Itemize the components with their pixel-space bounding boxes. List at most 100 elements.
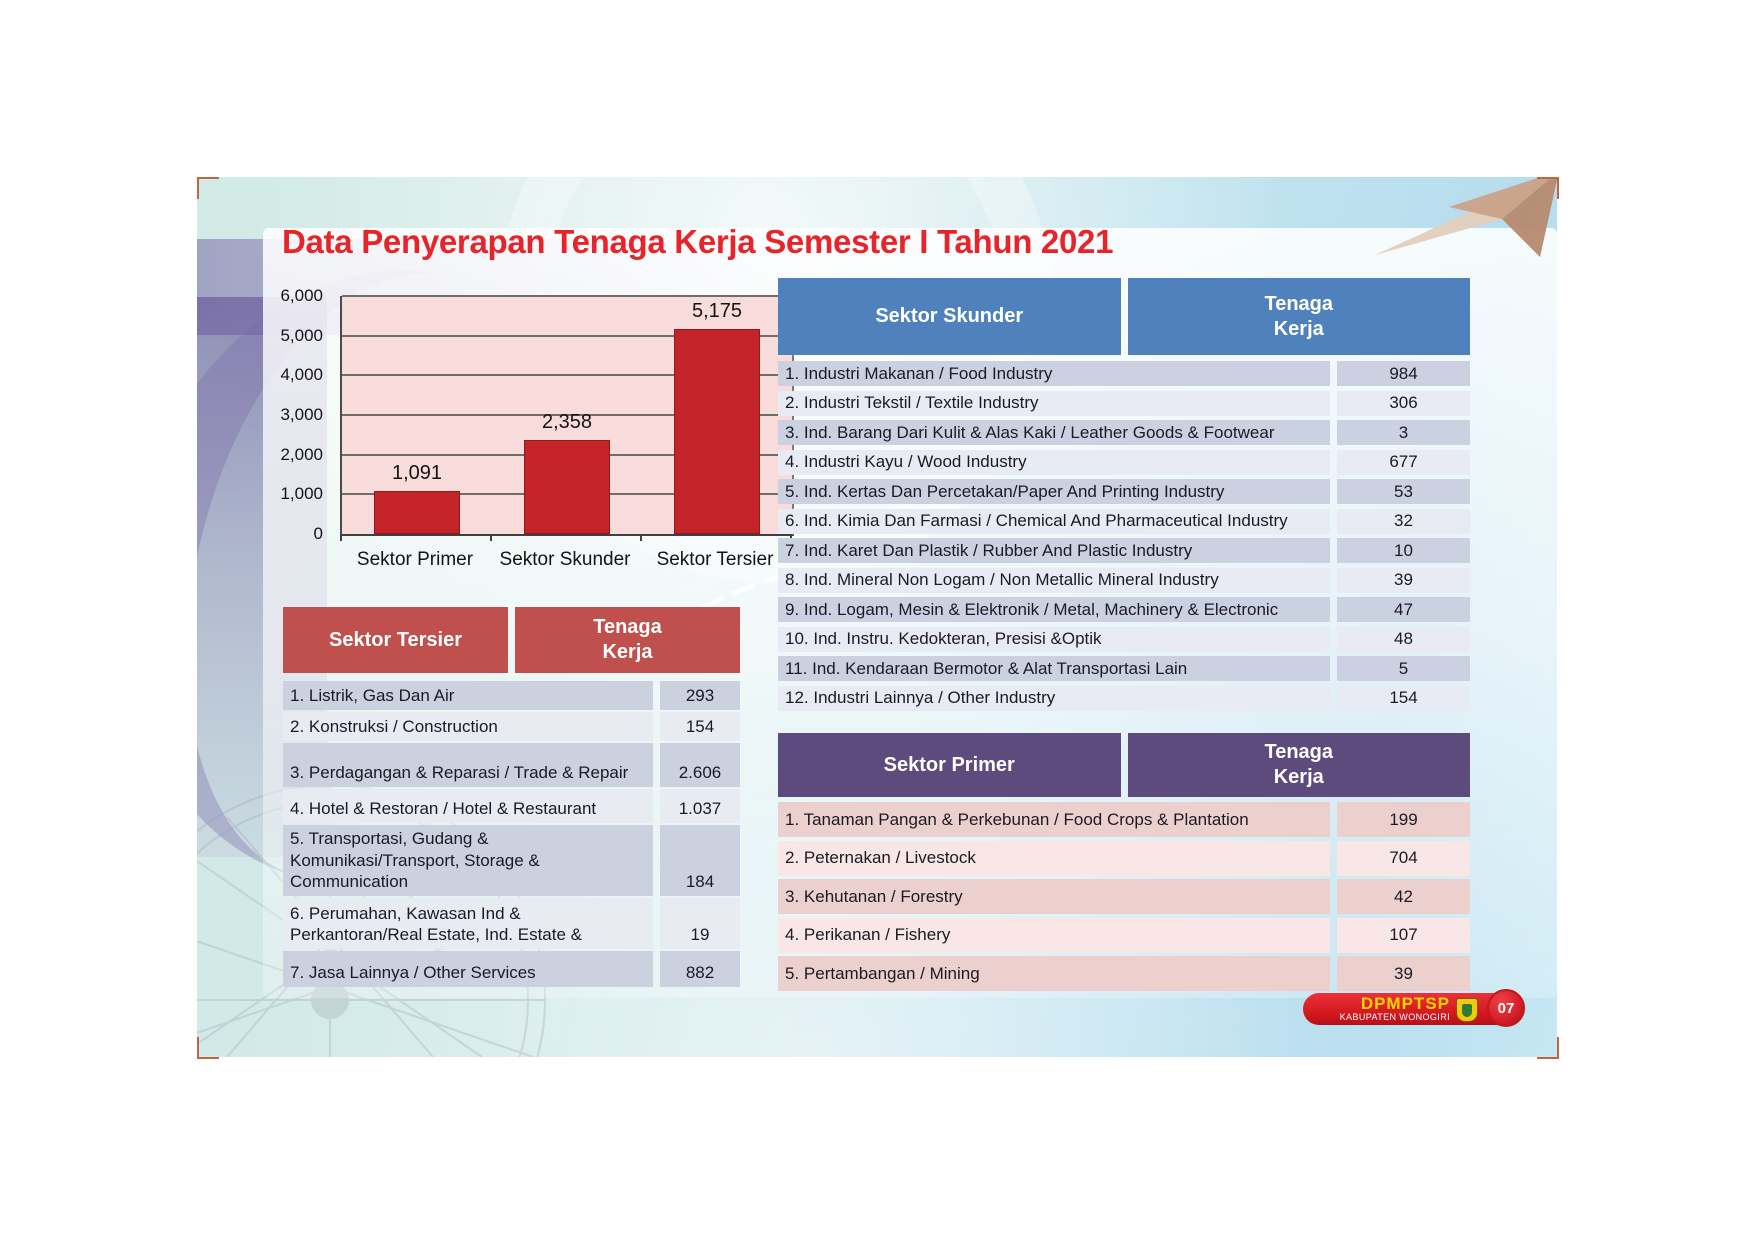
row-label: 4. Perikanan / Fishery xyxy=(778,917,1330,953)
crop-mark-bottom-right xyxy=(1537,1037,1559,1059)
x-axis-tick xyxy=(340,534,342,541)
table-row: 7. Jasa Lainnya / Other Services 882 xyxy=(283,951,740,987)
row-label: 1. Tanaman Pangan & Perkebunan / Food Cr… xyxy=(778,802,1330,837)
gridline xyxy=(342,414,792,416)
crop-mark-bottom-left xyxy=(197,1037,219,1059)
row-label: 5. Ind. Kertas Dan Percetakan/Paper And … xyxy=(778,479,1330,504)
value-column-header: Tenaga Kerja xyxy=(1127,278,1470,355)
x-axis-category-label: Sektor Primer xyxy=(356,549,474,570)
chart-x-axis-labels: Sektor Primer Sektor Skunder Sektor Tersie… xyxy=(340,549,790,575)
row-label: 1. Listrik, Gas Dan Air xyxy=(283,681,653,710)
row-label: 7. Ind. Karet Dan Plastik / Rubber And P… xyxy=(778,538,1330,563)
y-axis-tick-label: 6,000 xyxy=(280,286,323,305)
row-value: 199 xyxy=(1337,802,1470,837)
bar-chart-plot-area: 1,091 2,358 5,175 xyxy=(340,295,794,536)
y-axis-tick-label: 0 xyxy=(313,524,323,543)
gridline xyxy=(342,334,792,337)
table-row: 3. Ind. Barang Dari Kulit & Alas Kaki / … xyxy=(778,420,1470,445)
page-number-badge: 07 xyxy=(1487,989,1525,1027)
table-row: 2. Peternakan / Livestock 704 xyxy=(778,840,1470,876)
table-title: Sektor Skunder xyxy=(778,278,1121,355)
content-background: Data Penyerapan Tenaga Kerja Semester I … xyxy=(197,177,1557,1057)
row-value: 677 xyxy=(1337,449,1470,475)
row-label: 2. Konstruksi / Construction xyxy=(283,712,653,741)
row-value: 48 xyxy=(1337,626,1470,652)
bar-value-label: 1,091 xyxy=(391,461,443,484)
table-row: 1. Tanaman Pangan & Perkebunan / Food Cr… xyxy=(778,802,1470,837)
row-label: 6. Ind. Kimia Dan Farmasi / Chemical And… xyxy=(778,508,1330,534)
row-value: 39 xyxy=(1337,567,1470,593)
row-value: 42 xyxy=(1337,879,1470,914)
table-header: Sektor Primer Tenaga Kerja xyxy=(778,733,1470,797)
table-row: 6. Perumahan, Kawasan Ind & Perkantoran/… xyxy=(283,898,740,949)
table-body: 1. Industri Makanan / Food Industry 984 2.… xyxy=(778,361,1470,711)
y-axis-tick-label: 1,000 xyxy=(280,484,323,504)
chart-x-axis-ticks xyxy=(340,534,792,542)
x-axis-tick xyxy=(640,534,642,541)
row-value: 39 xyxy=(1337,956,1470,991)
row-label: 5. Pertambangan / Mining xyxy=(778,956,1330,991)
table-row: 3. Kehutanan / Forestry 42 xyxy=(778,879,1470,914)
table-body: 1. Listrik, Gas Dan Air 293 2. Konstruksi … xyxy=(283,681,740,987)
table-sektor-tersier: Sektor Tersier Tenaga Kerja 1. Listrik, … xyxy=(283,607,740,987)
table-row: 7. Ind. Karet Dan Plastik / Rubber And P… xyxy=(778,538,1470,563)
row-label: 9. Ind. Logam, Mesin & Elektronik / Meta… xyxy=(778,597,1330,622)
table-sektor-skunder: Sektor Skunder Tenaga Kerja 1. Industri … xyxy=(778,278,1470,711)
table-sektor-primer: Sektor Primer Tenaga Kerja 1. Tanaman Pa… xyxy=(778,733,1470,991)
row-label: 5. Transportasi, Gudang & Komunikasi/Tra… xyxy=(283,825,653,896)
x-axis-category-label: Sektor Tersier xyxy=(656,549,774,570)
row-value: 704 xyxy=(1337,840,1470,876)
value-column-header: Tenaga Kerja xyxy=(1127,733,1470,797)
row-value: 19 xyxy=(660,898,740,949)
row-label: 11. Ind. Kendaraan Bermotor & Alat Trans… xyxy=(778,656,1330,681)
footer-badge: DPMPTSP KABUPATEN WONOGIRI xyxy=(1303,993,1520,1025)
table-row: 4. Industri Kayu / Wood Industry 677 xyxy=(778,449,1470,475)
table-title: Sektor Tersier xyxy=(283,607,508,673)
table-row: 4. Perikanan / Fishery 107 xyxy=(778,917,1470,953)
row-label: 2. Peternakan / Livestock xyxy=(778,840,1330,876)
row-value: 10 xyxy=(1337,538,1470,563)
bar-value-label: 2,358 xyxy=(541,411,593,434)
table-row: 3. Perdagangan & Reparasi / Trade & Repa… xyxy=(283,743,740,787)
y-axis-tick-label: 5,000 xyxy=(280,325,323,345)
table-row: 5. Pertambangan / Mining 39 xyxy=(778,956,1470,991)
table-row: 9. Ind. Logam, Mesin & Elektronik / Meta… xyxy=(778,597,1470,622)
row-value: 306 xyxy=(1337,390,1470,416)
table-row: 1. Listrik, Gas Dan Air 293 xyxy=(283,681,740,710)
row-value: 293 xyxy=(660,681,740,710)
row-value: 32 xyxy=(1337,508,1470,534)
region-name: KABUPATEN WONOGIRI xyxy=(1339,1011,1450,1022)
table-row: 6. Ind. Kimia Dan Farmasi / Chemical And… xyxy=(778,508,1470,534)
crop-mark-top-right xyxy=(1537,177,1559,199)
row-label: 4. Industri Kayu / Wood Industry xyxy=(778,449,1330,475)
table-row: 5. Transportasi, Gudang & Komunikasi/Tra… xyxy=(283,825,740,896)
row-value: 184 xyxy=(660,825,740,896)
row-label: 1. Industri Makanan / Food Industry xyxy=(778,361,1330,386)
row-value: 882 xyxy=(660,951,740,987)
row-value: 154 xyxy=(1337,685,1470,711)
y-axis-tick-label: 4,000 xyxy=(280,365,323,385)
table-row: 12. Industri Lainnya / Other Industry 154 xyxy=(778,685,1470,711)
bar-value-label: 5,175 xyxy=(691,299,743,322)
row-label: 7. Jasa Lainnya / Other Services xyxy=(283,951,653,987)
org-name: DPMPTSP xyxy=(1360,993,1450,1013)
chart-y-axis: 0 1,000 2,000 3,000 4,000 5,000 6,000 xyxy=(249,286,329,543)
wonogiri-crest-icon xyxy=(1456,998,1478,1022)
row-value: 5 xyxy=(1337,656,1470,681)
table-row: 10. Ind. Instru. Kedokteran, Presisi &Op… xyxy=(778,626,1470,652)
y-axis-tick-label: 2,000 xyxy=(280,444,323,464)
page-title: Data Penyerapan Tenaga Kerja Semester I … xyxy=(282,223,1114,260)
table-row: 2. Industri Tekstil / Textile Industry 30… xyxy=(778,390,1470,416)
x-axis-tick xyxy=(490,534,492,541)
table-body: 1. Tanaman Pangan & Perkebunan / Food Cr… xyxy=(778,802,1470,991)
row-label: 3. Perdagangan & Reparasi / Trade & Repa… xyxy=(283,743,653,787)
row-value: 53 xyxy=(1337,479,1470,504)
row-label: 8. Ind. Mineral Non Logam / Non Metallic… xyxy=(778,567,1330,593)
row-value: 107 xyxy=(1337,917,1470,953)
row-value: 154 xyxy=(660,712,740,741)
row-value: 2.606 xyxy=(660,743,740,787)
row-value: 1.037 xyxy=(660,789,740,823)
y-axis-tick-label: 3,000 xyxy=(280,405,323,424)
row-value: 47 xyxy=(1337,597,1470,622)
